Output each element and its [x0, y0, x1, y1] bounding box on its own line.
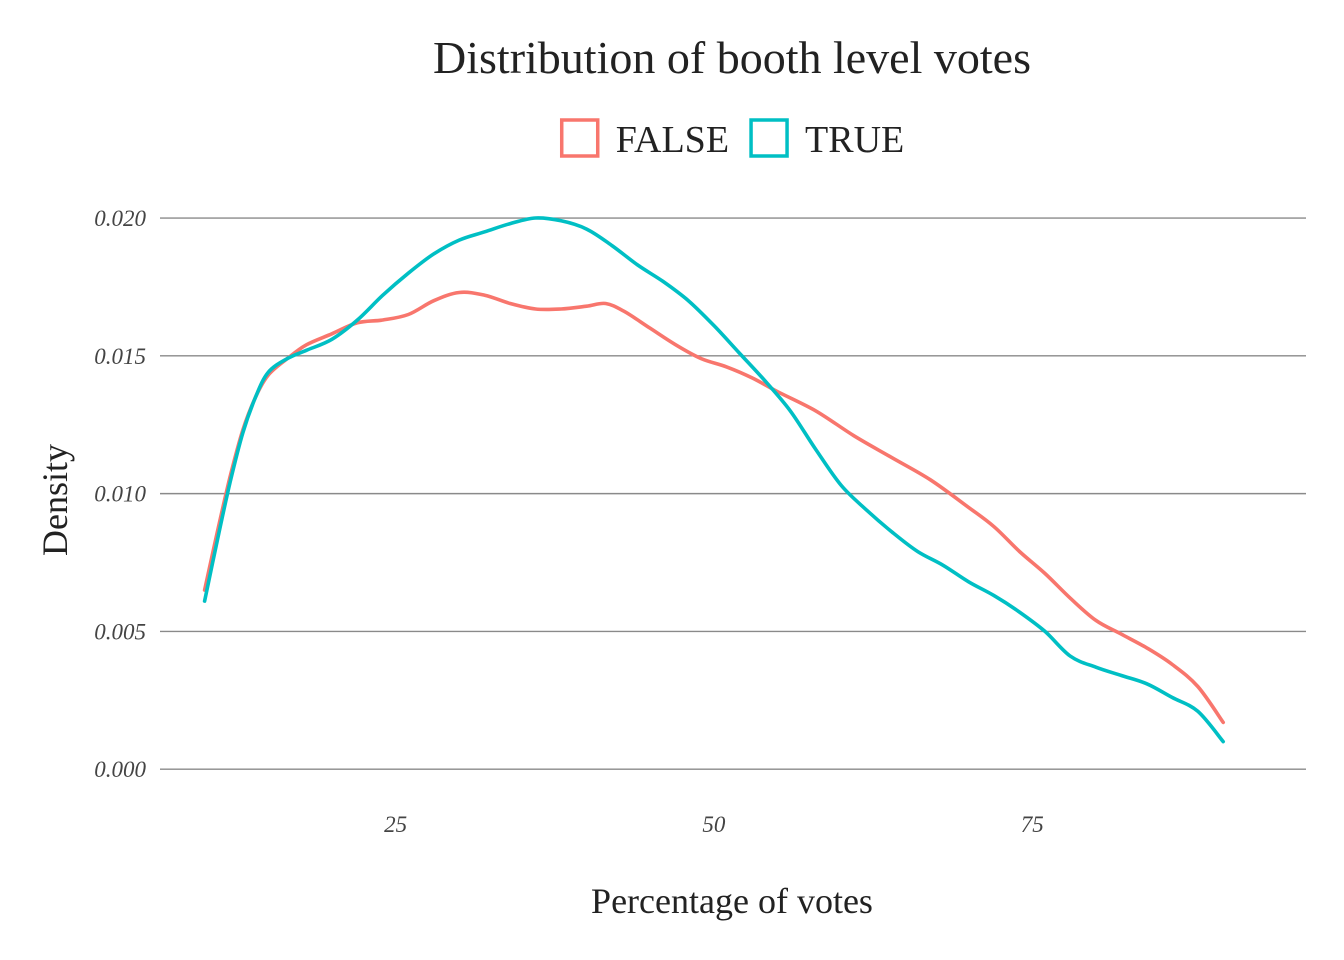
legend-label-true: TRUE [805, 119, 904, 161]
legend-label-false: FALSE [616, 119, 729, 161]
legend-key-true [749, 118, 789, 158]
y-tick-label-3: 0.015 [94, 344, 146, 369]
y-axis-title: Density [35, 444, 75, 556]
y-axis-ticks: 0.000 0.005 0.010 0.015 0.020 [94, 206, 146, 782]
legend: FALSE TRUE [559, 118, 904, 161]
y-tick-label-1: 0.005 [94, 619, 146, 644]
x-tick-label-1: 50 [702, 812, 726, 837]
y-tick-label-2: 0.010 [94, 482, 146, 507]
plot-series [202, 216, 1225, 744]
series-line-true [202, 216, 1225, 744]
x-axis-title: Percentage of votes [591, 881, 873, 921]
x-axis-ticks: 25 50 75 [384, 812, 1044, 837]
x-tick-label-2: 75 [1021, 812, 1044, 837]
legend-key-false [559, 118, 600, 158]
chart-title: Distribution of booth level votes [433, 32, 1031, 83]
y-tick-label-4: 0.020 [94, 206, 146, 231]
gridlines [160, 217, 1306, 770]
y-tick-label-0: 0.000 [94, 757, 146, 782]
series-line-false [202, 290, 1225, 725]
x-tick-label-0: 25 [384, 812, 407, 837]
